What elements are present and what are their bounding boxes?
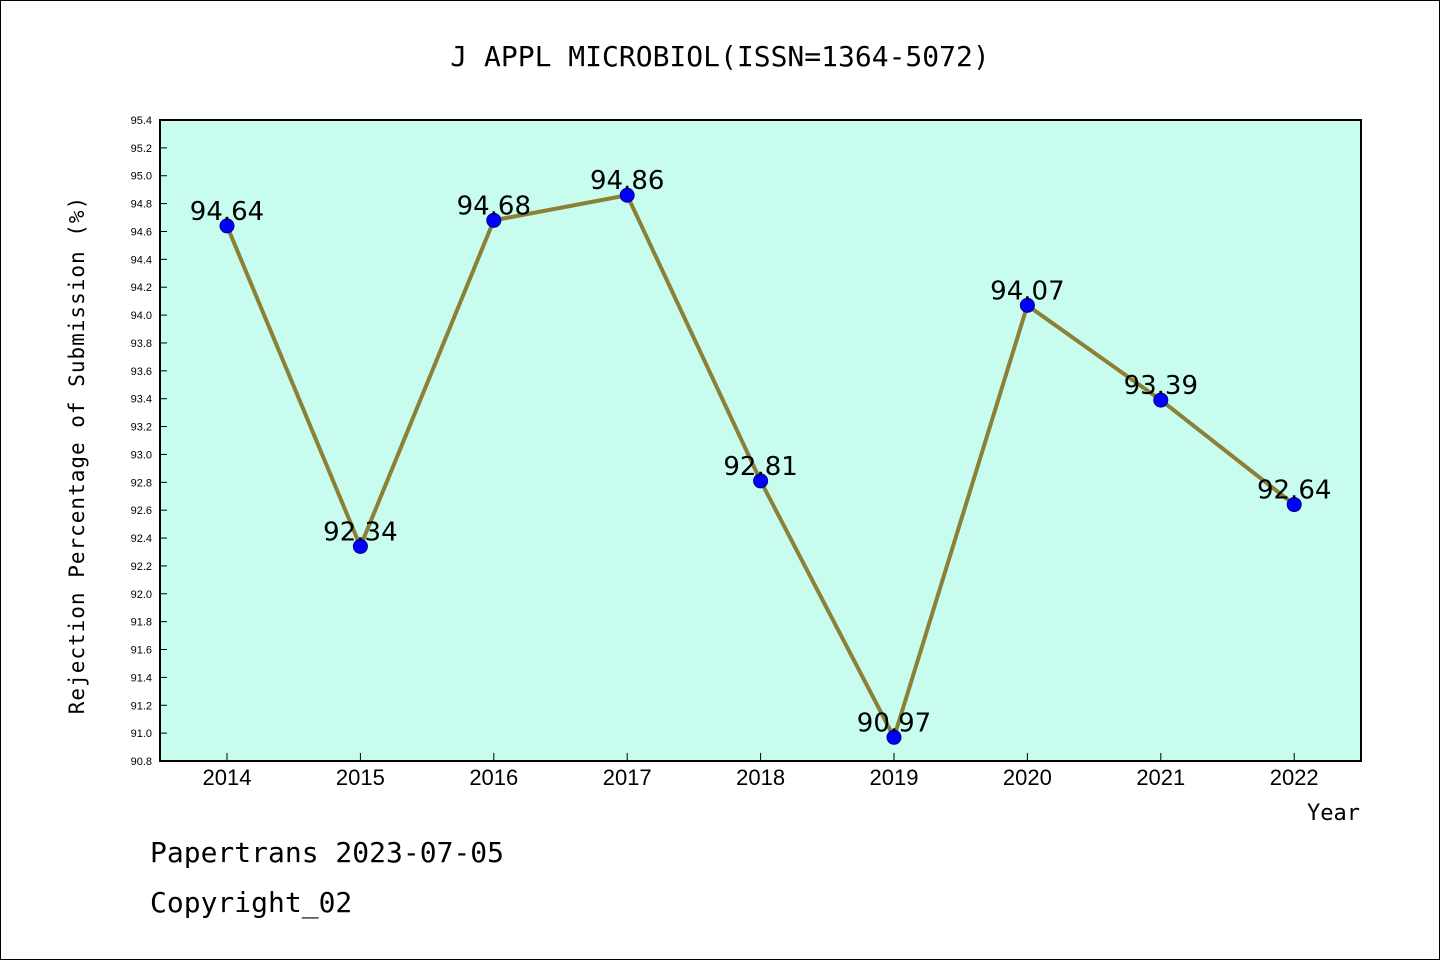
data-label: 92.64 xyxy=(1257,476,1331,506)
data-point xyxy=(1153,392,1169,408)
x-tick-label: 2015 xyxy=(336,765,385,790)
data-point xyxy=(352,538,368,554)
y-tick-label: 94.6 xyxy=(131,226,152,238)
y-tick-label: 90.8 xyxy=(131,756,152,768)
y-tick-label: 94.8 xyxy=(131,199,152,211)
data-point xyxy=(753,473,769,489)
y-tick-label: 92.0 xyxy=(131,589,152,601)
chart-title: J APPL MICROBIOL(ISSN=1364-5072) xyxy=(450,40,989,73)
y-tick-label: 92.2 xyxy=(131,561,152,573)
data-labels: 94.64 92.34 94.68 94.86 92.81 90.97 94.07 93.39… xyxy=(190,166,1332,738)
data-label: 93.39 xyxy=(1124,371,1198,401)
y-tick-label: 91.2 xyxy=(131,700,152,712)
y-tick-label: 95.2 xyxy=(131,143,152,155)
data-label: 90.97 xyxy=(857,708,931,738)
data-label: 94.64 xyxy=(190,197,264,227)
x-tick-label: 2022 xyxy=(1270,765,1319,790)
x-axis-label: Year xyxy=(1307,801,1360,826)
y-tick-label: 95.0 xyxy=(131,171,152,183)
data-point xyxy=(219,218,235,234)
y-tick-label: 94.2 xyxy=(131,282,152,294)
y-tick-label: 92.8 xyxy=(131,477,152,489)
x-axis: 2014 2015 2016 2017 2018 2019 2020 2021 2022 xyxy=(203,753,1319,790)
y-tick-label: 92.6 xyxy=(131,505,152,517)
y-tick-label: 91.8 xyxy=(131,617,152,629)
plot-area xyxy=(159,119,1362,762)
y-tick-label: 94.4 xyxy=(131,254,152,266)
data-point xyxy=(886,729,902,745)
y-tick-label: 93.0 xyxy=(131,449,152,461)
y-axis-label: Rejection Percentage of Submission (%) xyxy=(65,196,89,714)
data-point xyxy=(1286,497,1302,513)
x-tick-label: 2019 xyxy=(870,765,919,790)
data-label: 94.68 xyxy=(457,191,531,221)
y-tick-label: 94.0 xyxy=(131,310,152,322)
series-markers xyxy=(219,187,1302,745)
y-tick-label: 93.2 xyxy=(131,422,152,434)
y-axis: 90.8 91.0 91.2 91.4 91.6 91.8 92.0 92.2 92.4 92.6… xyxy=(131,115,167,768)
y-tick-label: 93.4 xyxy=(131,394,152,406)
x-tick-label: 2017 xyxy=(603,765,652,790)
y-tick-label: 95.4 xyxy=(131,115,152,127)
x-tick-label: 2014 xyxy=(203,765,252,790)
data-label: 94.86 xyxy=(590,166,664,196)
footer-copyright: Copyright_02 xyxy=(150,886,353,919)
x-tick-label: 2020 xyxy=(1003,765,1052,790)
y-tick-label: 93.8 xyxy=(131,338,152,350)
footer-date: Papertrans 2023-07-05 xyxy=(150,836,505,869)
data-point xyxy=(619,187,635,203)
x-tick-label: 2018 xyxy=(736,765,785,790)
data-point xyxy=(1019,297,1035,313)
y-tick-label: 91.6 xyxy=(131,645,152,657)
data-label: 92.81 xyxy=(723,452,797,482)
x-tick-label: 2021 xyxy=(1136,765,1185,790)
y-tick-label: 91.0 xyxy=(131,728,152,740)
y-tick-label: 92.4 xyxy=(131,533,152,545)
data-label: 92.34 xyxy=(323,517,397,547)
data-label: 94.07 xyxy=(990,276,1064,306)
data-point xyxy=(486,212,502,228)
x-tick-label: 2016 xyxy=(469,765,518,790)
y-tick-label: 91.4 xyxy=(131,672,152,684)
y-tick-label: 93.6 xyxy=(131,366,152,378)
